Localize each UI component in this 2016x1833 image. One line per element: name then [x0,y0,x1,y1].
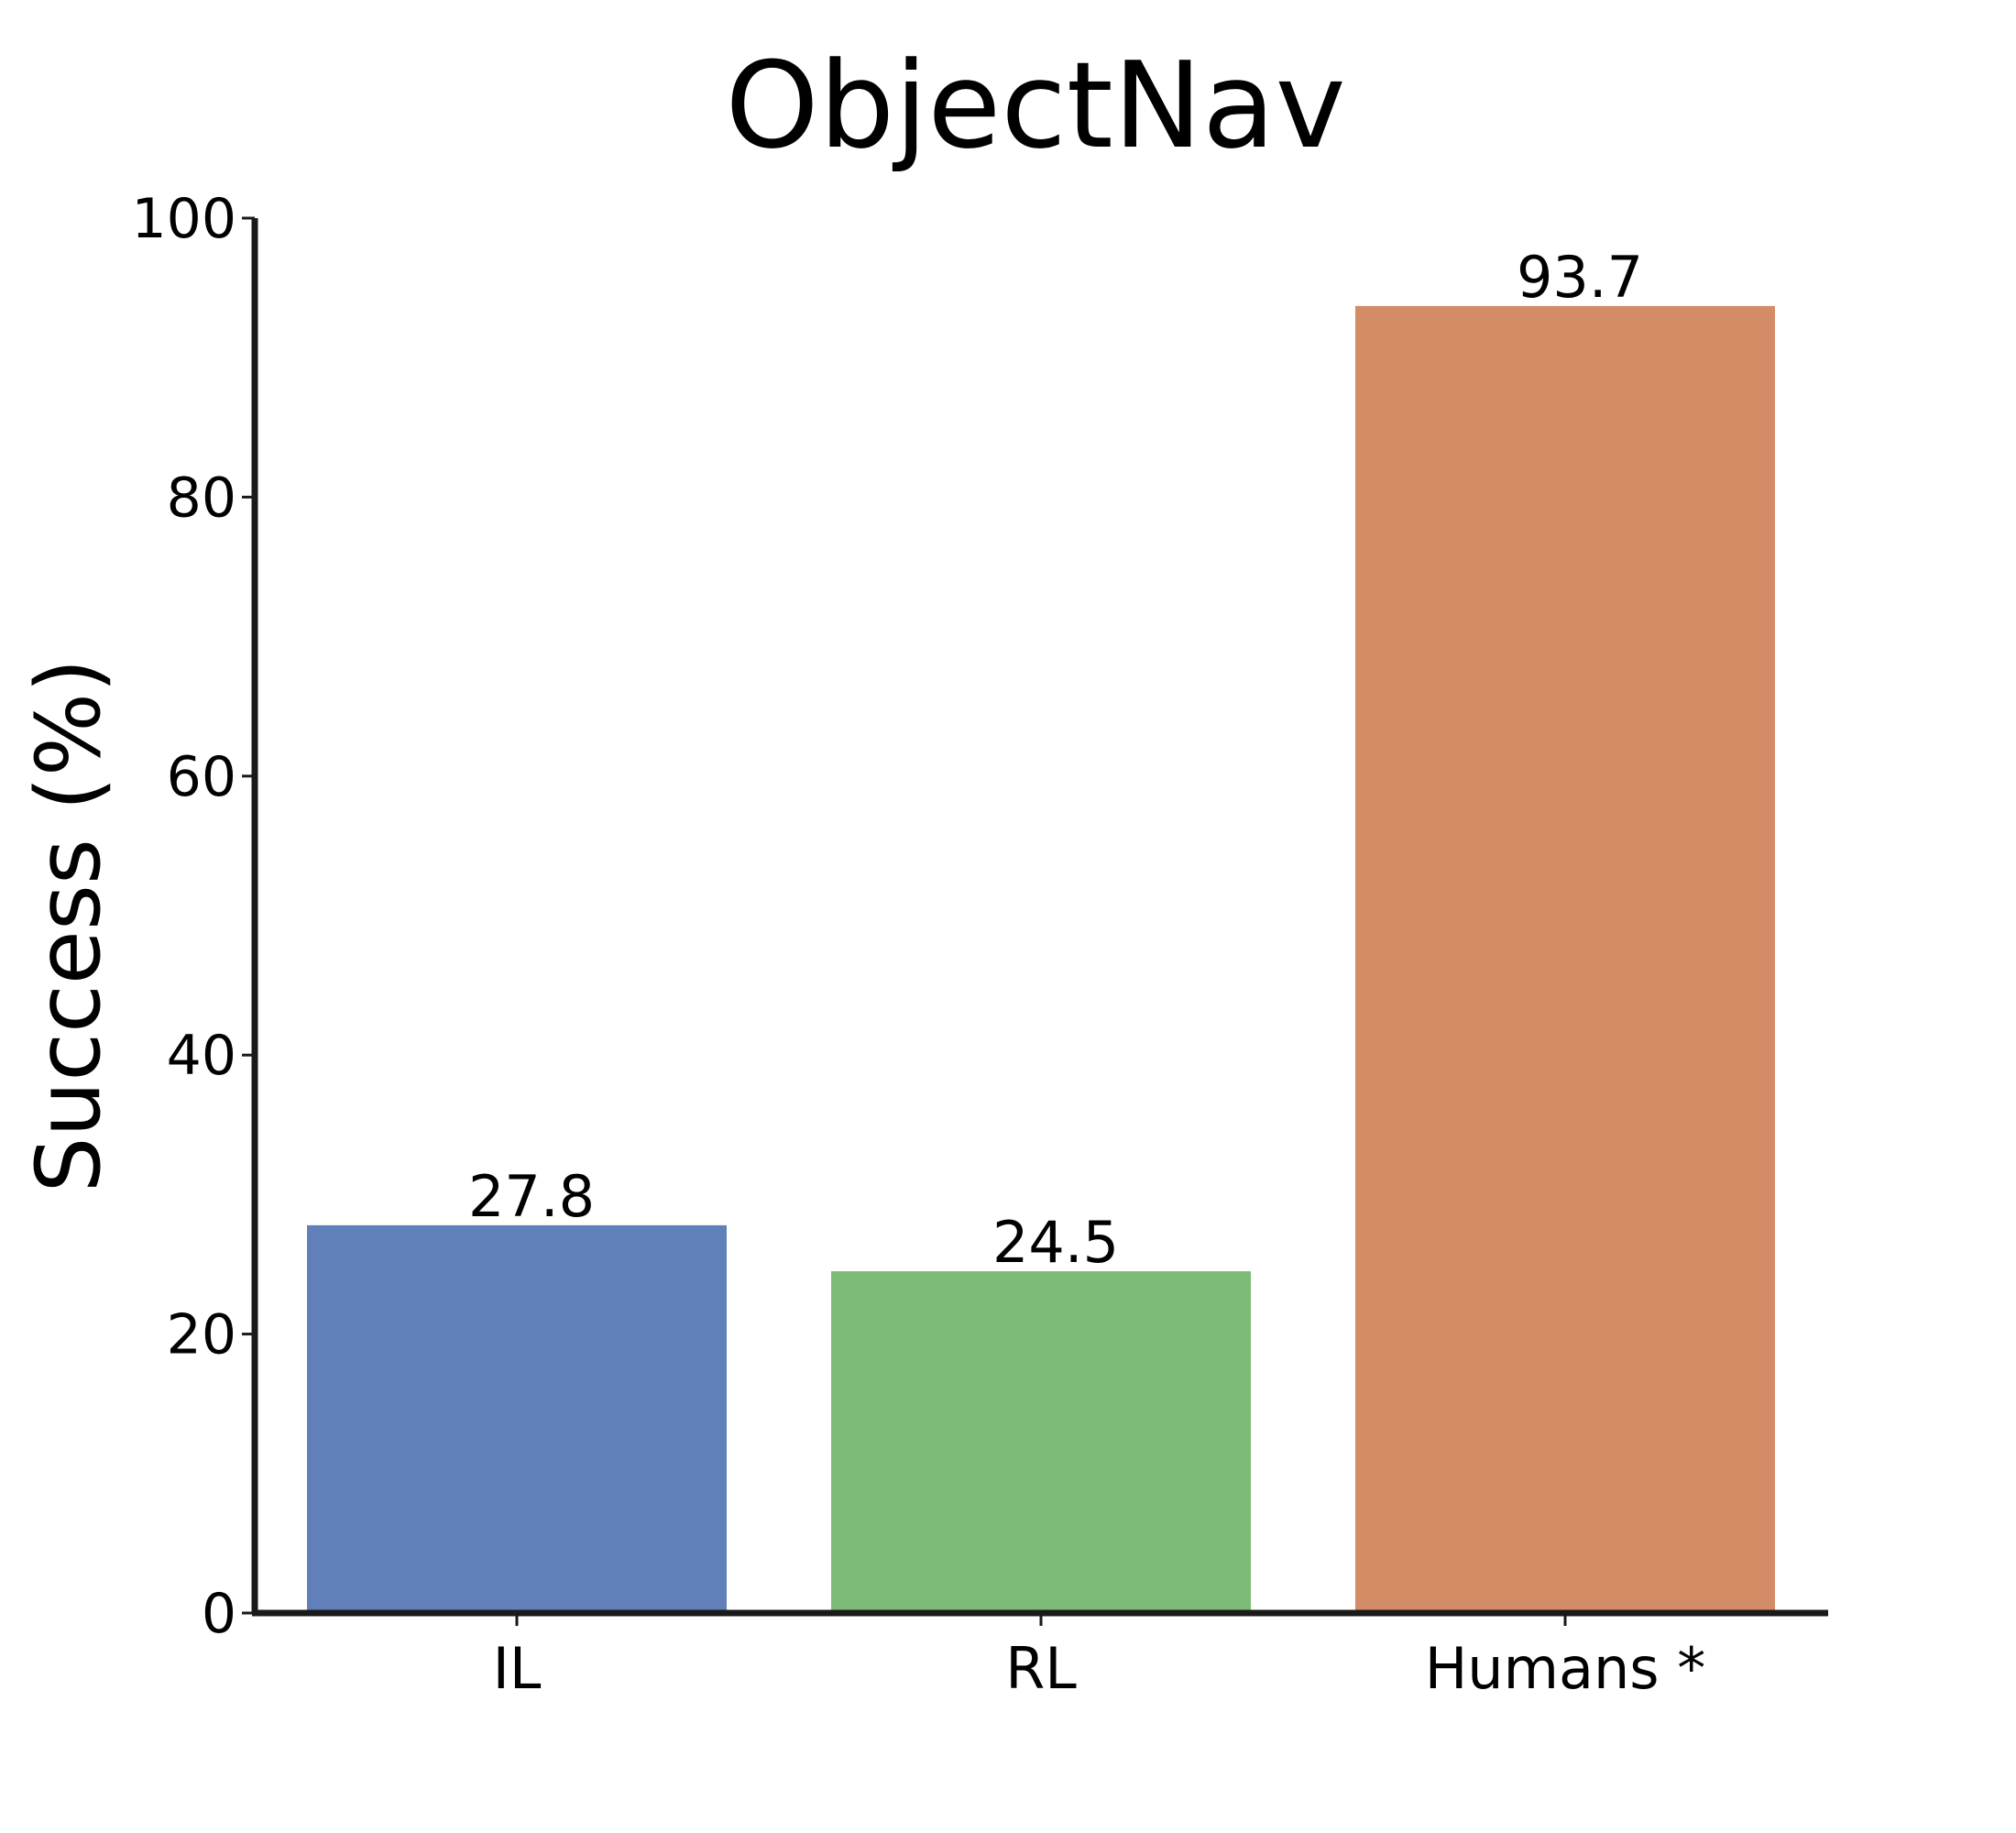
bar-value-label: 24.5 [992,1209,1119,1276]
bar-value-label: 27.8 [468,1163,595,1230]
y-axis-label: Success (%) [17,658,120,1192]
value-labels-group: 27.8 24.5 93.7 [468,244,1643,1276]
x-tick-label: IL [493,1635,542,1702]
y-tick-label: 100 [131,187,236,251]
bars-group [307,305,1775,1613]
y-ticks-group: 0 20 40 60 80 100 [131,187,255,1646]
chart-title: ObjectNav [725,36,1345,175]
bar-rl [831,1271,1251,1613]
y-tick-label: 20 [167,1303,236,1367]
x-ticks-group: IL RL Humans * [493,1613,1706,1702]
bar-humans [1355,305,1775,1613]
y-tick-label: 40 [167,1024,236,1088]
y-tick-label: 0 [202,1582,236,1646]
x-tick-label: Humans * [1425,1635,1706,1702]
bar-value-label: 93.7 [1517,244,1643,311]
bar-il [307,1224,727,1613]
y-tick-label: 80 [167,466,236,530]
x-tick-label: RL [1005,1635,1077,1702]
y-tick-label: 60 [167,745,236,809]
